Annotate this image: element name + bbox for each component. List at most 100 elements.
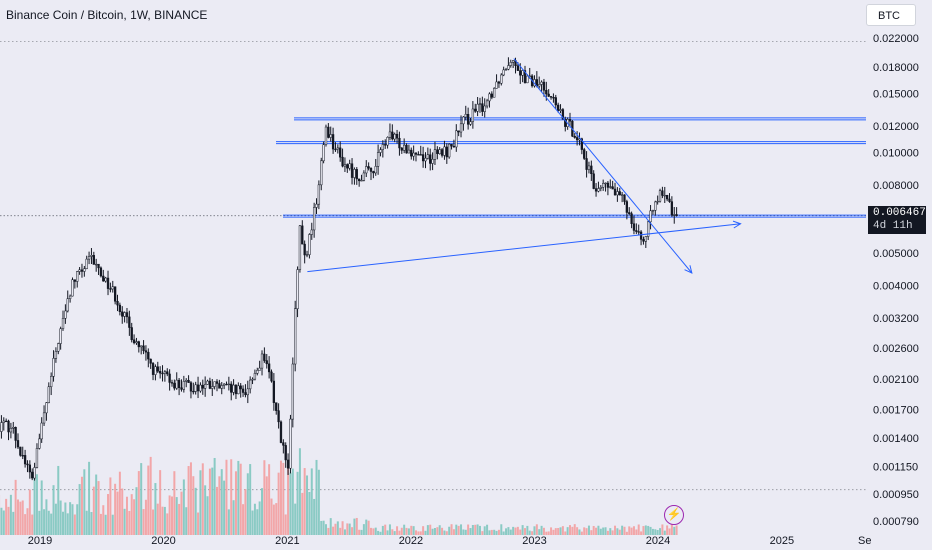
candle-body [329, 134, 332, 138]
candle-body [585, 158, 588, 170]
volume-bar [17, 499, 20, 535]
volume-bar [107, 494, 110, 535]
volume-bar [635, 529, 638, 535]
volume-bar [355, 517, 358, 535]
candle-body [76, 271, 79, 282]
volume-bar [258, 501, 261, 535]
volume-bar [322, 520, 325, 535]
candle-body [50, 376, 53, 388]
candle-body [547, 93, 550, 97]
volume-bar [99, 513, 102, 535]
volume-bar [507, 527, 510, 535]
volume-bar [282, 462, 285, 535]
volume-bar [625, 531, 628, 535]
candle-body [452, 145, 456, 148]
volume-bar [431, 528, 434, 535]
volume-bar [616, 528, 619, 535]
volume-bar [436, 527, 439, 535]
candle-body [196, 384, 200, 392]
currency-button[interactable]: BTC [866, 4, 916, 26]
candle-body [192, 390, 195, 393]
candle-body [656, 200, 659, 203]
volume-bar [516, 526, 519, 535]
candle-body [201, 384, 204, 389]
candle-body [194, 384, 197, 392]
volume-bar [341, 521, 344, 535]
candle-body [9, 427, 13, 433]
volume-bar [71, 504, 74, 535]
candle-body [635, 230, 638, 232]
volume-bar [578, 529, 581, 535]
volume-bar [54, 503, 57, 535]
volume-bar [443, 530, 446, 535]
volume-bar [419, 531, 422, 535]
volume-bar [673, 526, 676, 535]
candle-body [149, 358, 152, 364]
candle-body [661, 190, 664, 196]
volume-bar [346, 523, 349, 535]
volume-bar [488, 530, 491, 535]
candle-body [369, 167, 373, 172]
volume-bar [50, 513, 53, 535]
price-axis[interactable]: 0.022000 0.018000 0.015000 0.012000 0.010000… [873, 33, 919, 528]
candle-body [474, 108, 477, 112]
volume-bar [585, 528, 588, 535]
candle-body [57, 343, 60, 352]
volume-bar [464, 529, 467, 535]
volume-bar [552, 529, 555, 535]
volume-bar [379, 531, 382, 535]
candle-body [249, 379, 252, 390]
candle-body [488, 93, 491, 102]
volume-bar [481, 531, 484, 535]
candle-body [348, 163, 351, 169]
candle-body [407, 149, 411, 154]
candle-body [594, 188, 598, 192]
volume-bar [92, 486, 95, 535]
volume-bar [272, 504, 275, 535]
candle-body [12, 427, 15, 429]
candle-body [123, 312, 126, 317]
x-tick-label: 2025 [770, 535, 794, 547]
candle-body [395, 133, 399, 139]
volume-bar [246, 473, 249, 535]
candle-body [483, 105, 486, 112]
candle-body [497, 81, 501, 84]
candle-body [353, 169, 356, 178]
y-tick-label: 0.005000 [873, 248, 919, 260]
candle-body [163, 371, 167, 374]
volume-bar [358, 529, 361, 535]
volume-bar [486, 524, 489, 535]
time-axis[interactable]: 2019 2020 2021 2022 2023 2024 2025 Se [28, 535, 872, 547]
candle-body [414, 152, 418, 155]
candle-body [668, 198, 671, 202]
volume-bar [111, 514, 114, 535]
volume-bar [573, 524, 576, 535]
candle-body [426, 154, 430, 159]
candle-body [66, 298, 69, 312]
volume-bar [154, 483, 157, 535]
volume-bar [140, 463, 143, 535]
trendlines[interactable] [307, 58, 742, 274]
candle-body [649, 210, 652, 223]
x-tick-label: 2020 [151, 535, 175, 547]
volume-bar [604, 527, 607, 535]
candle-body [137, 341, 140, 348]
volume-bar [14, 479, 17, 535]
volume-bar [469, 528, 472, 535]
candle-body [419, 154, 422, 156]
volume-bar [242, 504, 245, 535]
lightning-icon[interactable]: ⚡ [664, 505, 684, 525]
volume-bar [33, 473, 36, 535]
volume-bar [310, 468, 313, 535]
volume-bar [159, 470, 162, 535]
candle-body [308, 234, 311, 255]
volume-bar [429, 524, 432, 535]
candle-body [185, 379, 188, 382]
volume-bar [251, 510, 254, 535]
candle-body [227, 383, 231, 386]
candle-body [218, 383, 221, 389]
volume-bar [284, 514, 287, 535]
candle-body [322, 144, 325, 162]
candle-body [384, 144, 387, 146]
